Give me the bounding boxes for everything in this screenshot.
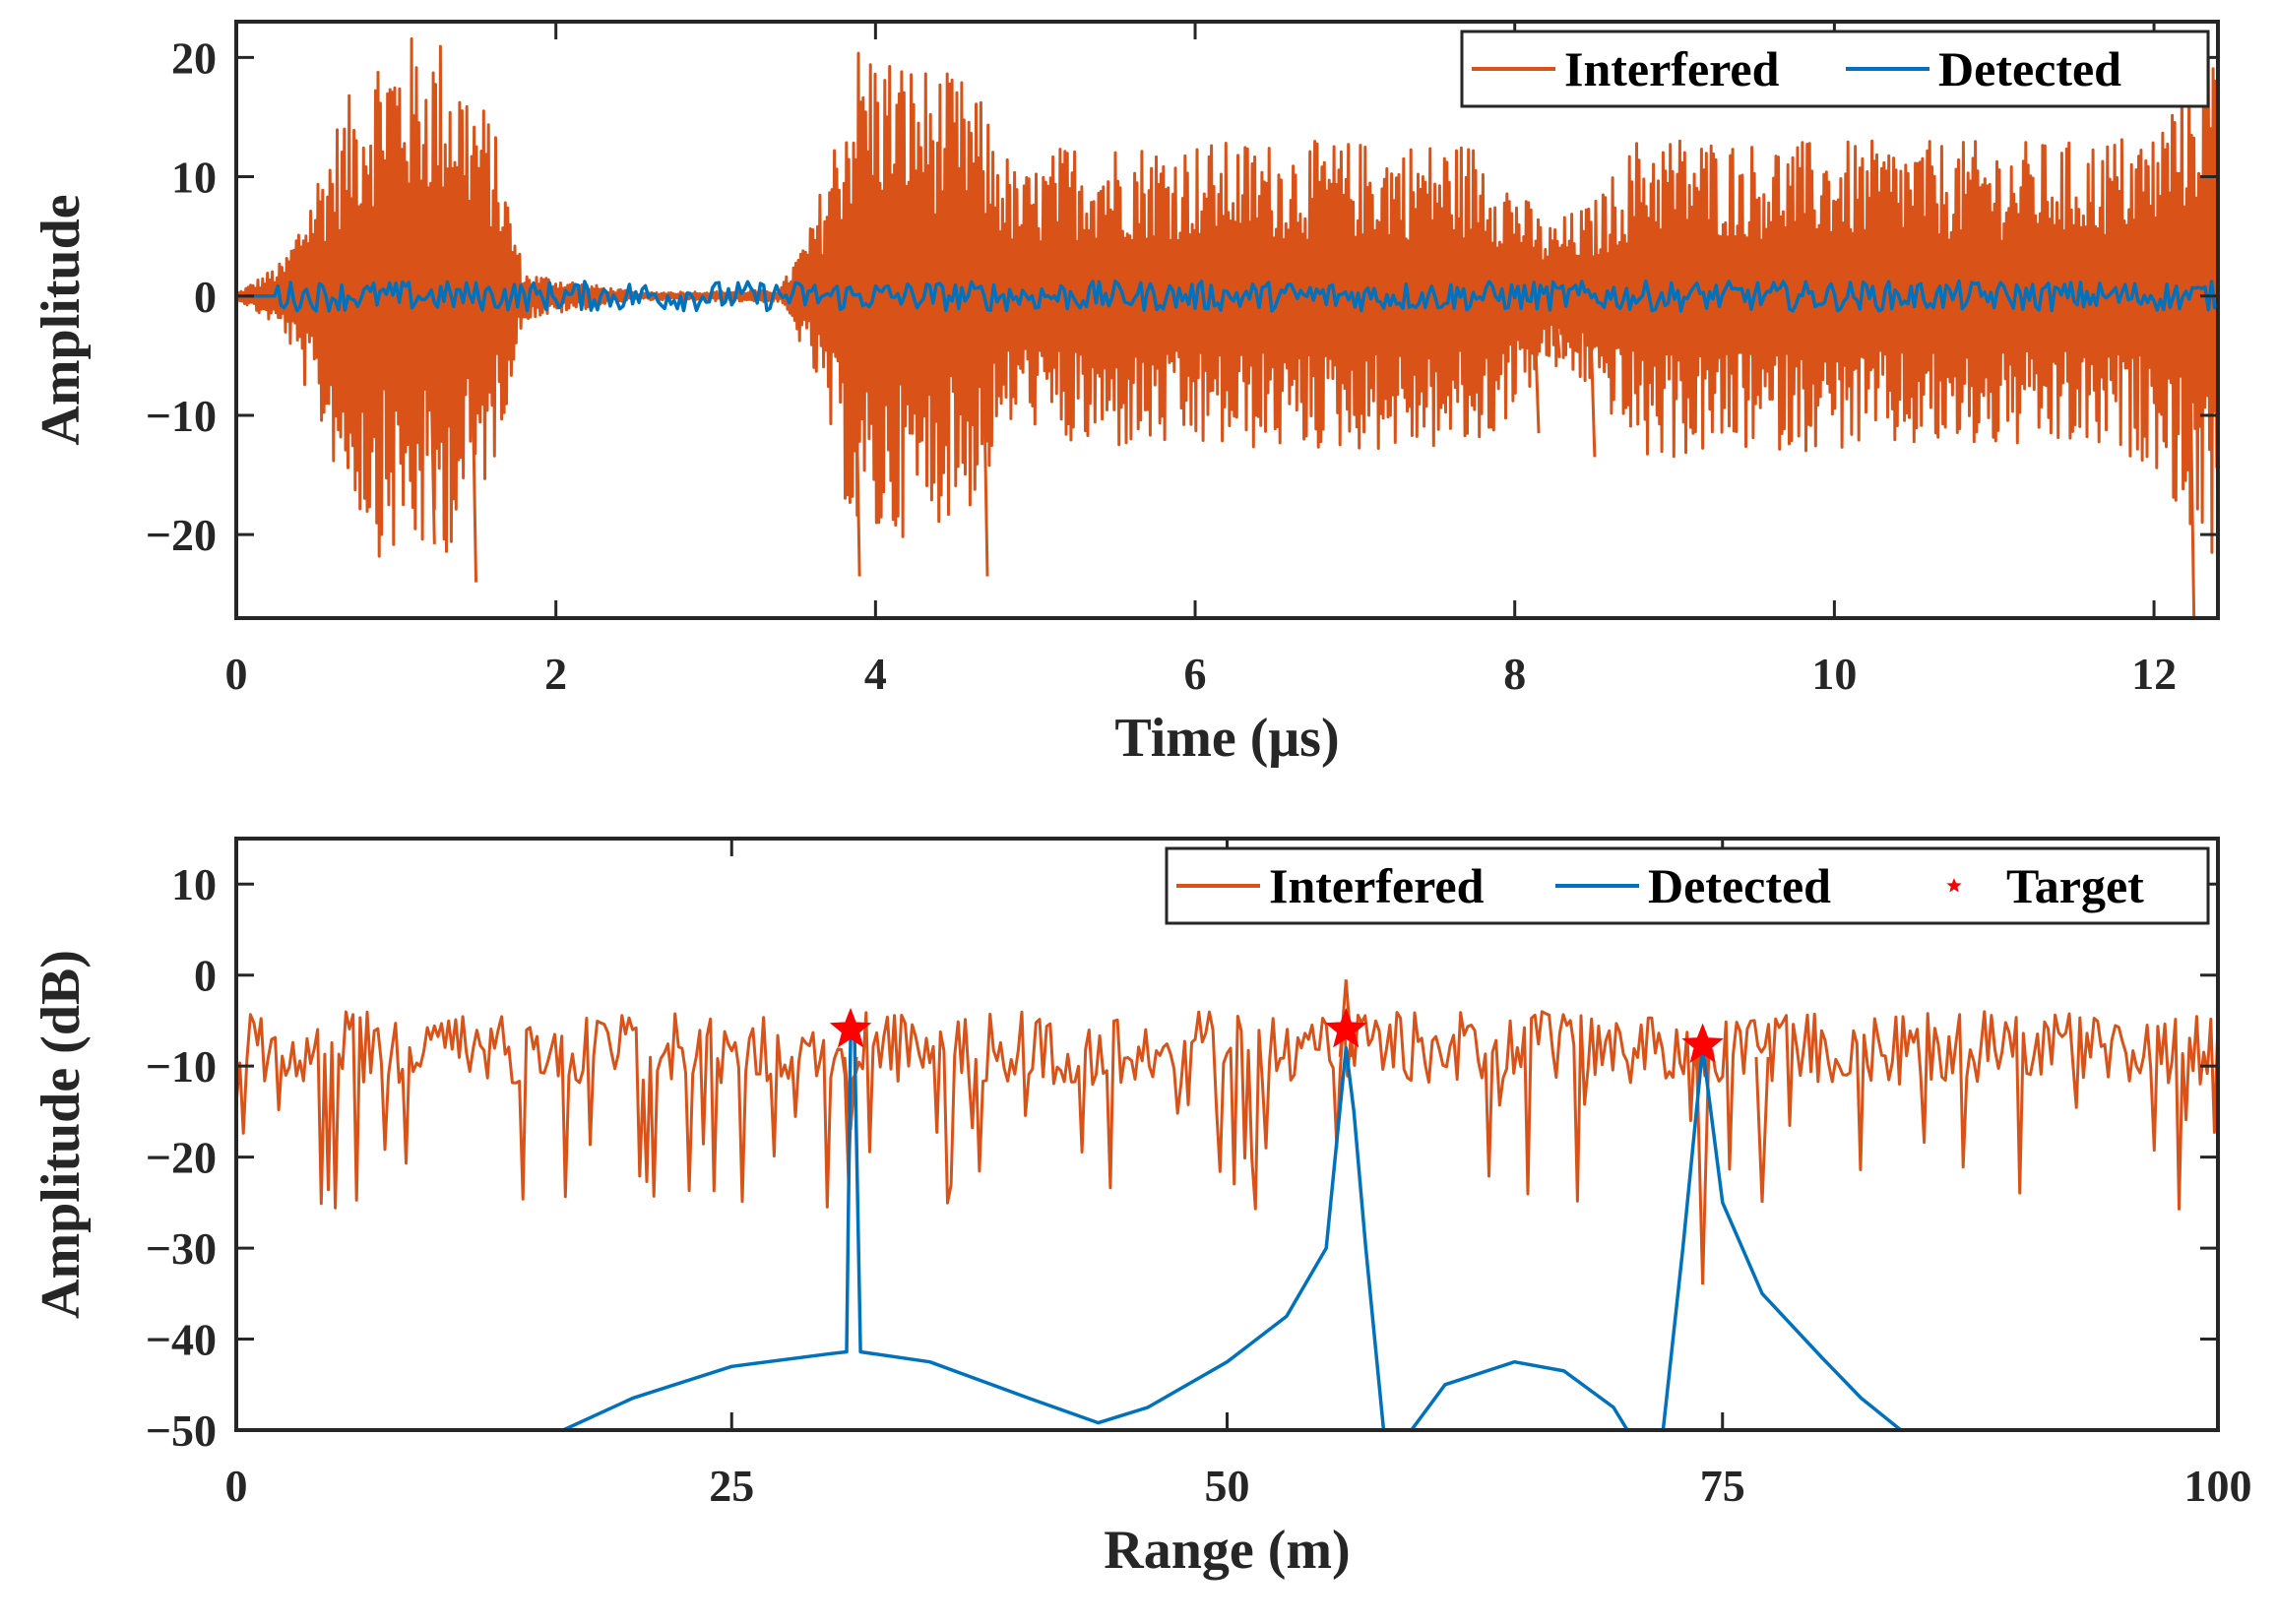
y-tick-label: −20 (146, 510, 217, 560)
x-axis-label: Range (m) (1104, 1520, 1350, 1581)
y-tick-label: 20 (171, 32, 217, 83)
legend: Interfered Detected (1460, 30, 2210, 108)
x-tick-label: 100 (2184, 1461, 2252, 1511)
x-tick-label: 4 (864, 649, 887, 699)
target-marker (829, 1007, 872, 1048)
target-marker (1681, 1023, 1724, 1064)
legend-label-detected: Detected (1938, 41, 2121, 96)
interfered-peak (980, 295, 989, 577)
y-tick-label: −40 (146, 1315, 217, 1365)
interfered-peak (853, 295, 861, 577)
interfered-peak (427, 295, 436, 544)
y-tick-label: −30 (146, 1223, 217, 1274)
plot-area (236, 979, 2218, 1430)
series-detected (1661, 1045, 1902, 1430)
bottom-panel: 0 25 50 75 100 −50 −40 −30 −20 −10 0 10 Range (m) Amp… (31, 837, 2252, 1581)
interfered-peak (2187, 295, 2196, 618)
series-detected (562, 1036, 1386, 1430)
x-axis-label: Time (μs) (1114, 708, 1339, 769)
x-tick-label: 0 (225, 649, 248, 699)
series-interfered (236, 36, 2218, 558)
axes-box (234, 837, 2220, 1432)
x-tick-label: 2 (544, 649, 567, 699)
legend-label-target: Target (2006, 858, 2144, 913)
x-tick-label: 75 (1700, 1461, 1745, 1511)
target-marker (1324, 1007, 1367, 1048)
legend-swatch-target (1946, 878, 1962, 893)
x-tick-label: 50 (1205, 1461, 1250, 1511)
legend-box (1165, 846, 2210, 925)
series-detected (1410, 1359, 1629, 1430)
legend: Interfered Detected Target (1165, 846, 2210, 925)
interfered-spike (1754, 1056, 1764, 1203)
interfered-peak (1532, 295, 1541, 434)
y-axis-label: Amplitude (31, 194, 92, 445)
y-tick-label: −10 (146, 1041, 217, 1092)
y-axis-label: Amplitude (dB) (31, 950, 92, 1319)
y-tick-label: −50 (146, 1405, 217, 1456)
y-tick-label: 10 (171, 153, 217, 203)
series-detected (236, 279, 2218, 313)
legend-label-detected: Detected (1648, 858, 1831, 913)
plot-area (236, 36, 2218, 618)
x-tick-label: 0 (225, 1461, 248, 1511)
series-interfered (236, 1010, 2218, 1211)
axes-box (234, 20, 2220, 620)
top-panel: 0 2 4 6 8 10 12 −20 −10 0 10 20 Time (μs) Amplitude In… (31, 20, 2220, 769)
x-tick-label: 12 (2131, 649, 2177, 699)
y-tick-label: 0 (194, 951, 217, 1001)
y-tick-label: −10 (146, 391, 217, 441)
y-tick-label: −20 (146, 1133, 217, 1183)
interfered-spike (1760, 1056, 1770, 1203)
y-tick-label: 0 (194, 272, 217, 322)
x-tick-label: 8 (1503, 649, 1526, 699)
x-tick-label: 10 (1811, 649, 1857, 699)
x-tick-label: 25 (709, 1461, 754, 1511)
interfered-peak (1552, 295, 1561, 358)
interfered-peak (1588, 295, 1597, 458)
legend-label-interfered: Interfered (1269, 858, 1485, 913)
legend-box (1460, 30, 2210, 108)
x-tick-label: 6 (1184, 649, 1207, 699)
legend-label-interfered: Interfered (1564, 41, 1780, 96)
interfered-peak (470, 295, 478, 583)
y-tick-label: 10 (171, 859, 217, 909)
